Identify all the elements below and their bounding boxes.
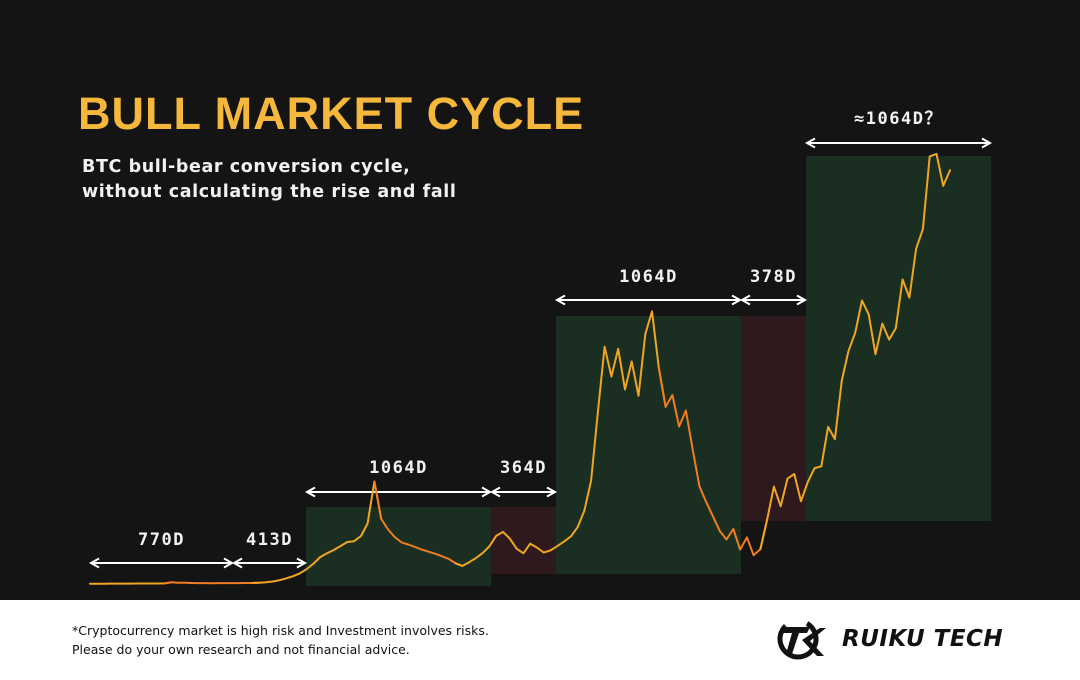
chart-area: 770D 413D 1064D 364D 1064D 378D ≈1064D？ [88,109,993,586]
duration-arrow [489,486,558,498]
price-series-segment [373,480,464,567]
price-series-segment [251,480,383,584]
duration-arrow [804,137,993,149]
brand-name: RUIKU TECH [842,626,1004,652]
phase-boxes [306,156,991,586]
subtitle-line-1: BTC bull-bear conversion cycle, [82,157,411,177]
duration-arrow [304,486,493,498]
footer-bar [0,600,1080,680]
duration-label: 378D [750,267,797,287]
page-title: BULL MARKET CYCLE [78,88,585,139]
duration-label: 770D [138,530,185,550]
duration-label: 1064D [369,458,428,478]
price-series-segment [454,310,667,567]
bull-phase-box [306,507,491,586]
price-series-segment [759,152,951,551]
duration-arrow [739,294,808,306]
price-series-segment [163,581,261,585]
ruiku-logo-icon [777,618,826,660]
duration-labels: 770D 413D 1064D 364D 1064D 378D ≈1064D？ [138,109,943,550]
bull-phase-box [556,316,741,574]
price-line [89,152,951,585]
disclaimer-line-2: Please do your own research and not fina… [72,642,410,657]
duration-arrow [88,557,235,569]
bull-phase-box [806,156,991,521]
subtitle-line-2: without calculating the rise and fall [82,182,457,202]
duration-arrows [88,137,993,569]
price-series-segment [657,366,769,557]
duration-label: 413D [246,530,293,550]
duration-label: ≈1064D？ [854,109,943,129]
duration-label: 364D [500,458,547,478]
bear-phase-box [491,507,556,574]
duration-arrow [231,557,308,569]
price-series-segment [89,581,173,585]
disclaimer-line-1: *Cryptocurrency market is high risk and … [72,623,489,638]
duration-arrow [554,294,743,306]
duration-label: 1064D [619,267,678,287]
